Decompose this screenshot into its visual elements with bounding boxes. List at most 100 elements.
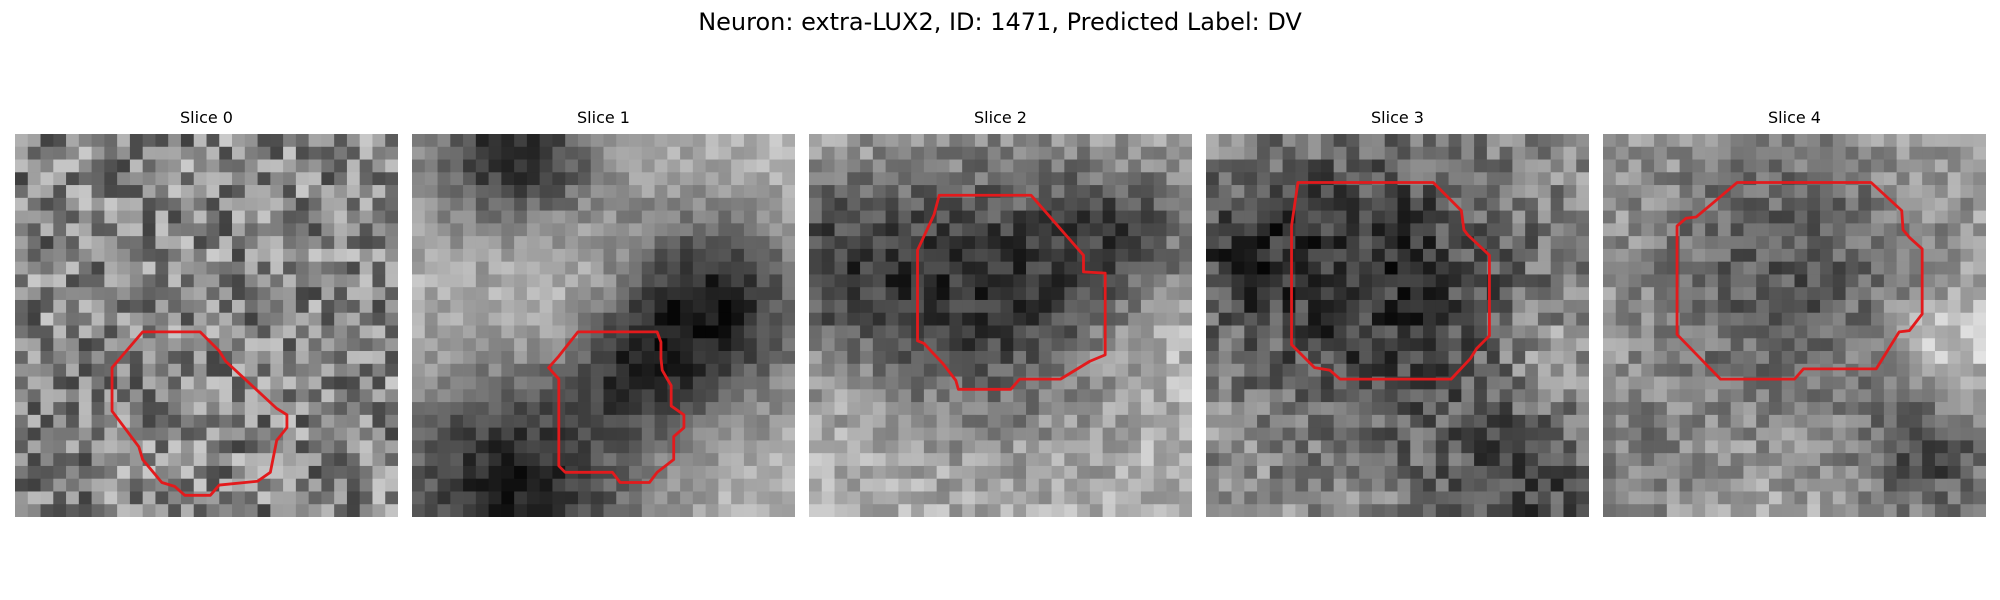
image-pixel — [385, 325, 398, 339]
image-pixel — [308, 427, 322, 441]
image-pixel — [1474, 159, 1488, 173]
image-pixel — [1768, 351, 1783, 365]
image-pixel — [308, 402, 322, 416]
image-pixel — [40, 185, 54, 199]
image-pixel — [270, 414, 284, 429]
image-pixel — [424, 197, 438, 211]
image-pixel — [1628, 376, 1642, 390]
image-pixel — [437, 478, 451, 492]
image-pixel — [1333, 134, 1347, 148]
image-pixel — [987, 223, 1001, 237]
image-pixel — [1218, 325, 1232, 339]
image-pixel — [463, 491, 477, 505]
image-pixel — [1628, 389, 1642, 403]
image-pixel — [1013, 299, 1027, 314]
image-pixel — [142, 478, 156, 492]
image-pixel — [1397, 223, 1411, 237]
image-pixel — [1563, 197, 1577, 211]
image-pixel — [475, 299, 489, 314]
image-pixel — [705, 453, 719, 467]
image-pixel — [346, 197, 361, 211]
image-pixel — [1371, 402, 1386, 416]
image-pixel — [1026, 338, 1040, 352]
image-pixel — [936, 274, 950, 288]
image-pixel — [1282, 478, 1296, 492]
image-pixel — [1115, 185, 1129, 199]
image-pixel — [962, 223, 976, 237]
image-pixel — [1333, 312, 1347, 326]
image-pixel — [616, 414, 630, 429]
image-pixel — [1512, 440, 1526, 454]
image-pixel — [27, 261, 41, 275]
image-pixel — [27, 453, 41, 467]
image-pixel — [1166, 172, 1180, 186]
image-pixel — [488, 261, 502, 275]
image-pixel — [1333, 338, 1347, 352]
image-pixel — [923, 363, 938, 377]
image-pixel — [1320, 325, 1335, 339]
image-pixel — [463, 274, 477, 288]
image-pixel — [117, 376, 131, 390]
image-pixel — [1615, 351, 1629, 365]
image-pixel — [705, 197, 719, 211]
image-pixel — [1883, 414, 1898, 429]
image-pixel — [475, 159, 489, 173]
image-pixel — [1794, 338, 1808, 352]
image-pixel — [1666, 440, 1680, 454]
image-pixel — [450, 146, 464, 160]
image-pixel — [1102, 414, 1116, 429]
image-pixel — [283, 172, 297, 186]
image-pixel — [1743, 274, 1757, 288]
image-pixel — [1628, 338, 1642, 352]
image-pixel — [1537, 134, 1552, 148]
image-pixel — [680, 236, 694, 250]
image-pixel — [514, 440, 528, 454]
image-pixel — [898, 185, 912, 199]
image-pixel — [1768, 363, 1783, 377]
image-pixel — [1654, 465, 1668, 480]
image-pixel — [168, 376, 182, 390]
image-pixel — [1654, 261, 1668, 275]
image-pixel — [1641, 389, 1655, 403]
image-pixel — [1909, 402, 1923, 416]
image-pixel — [257, 210, 271, 224]
image-pixel — [1308, 414, 1322, 429]
image-pixel — [1448, 172, 1462, 186]
image-pixel — [1359, 491, 1373, 505]
image-pixel — [1077, 223, 1091, 237]
image-pixel — [1909, 363, 1923, 377]
image-pixel — [654, 376, 668, 390]
image-pixel — [244, 248, 258, 263]
image-pixel — [1576, 312, 1589, 326]
image-pixel — [577, 223, 592, 237]
image-pixel — [1051, 440, 1065, 454]
image-pixel — [1115, 287, 1129, 301]
image-pixel — [962, 440, 976, 454]
image-pixel — [667, 427, 681, 441]
image-pixel — [1140, 287, 1155, 301]
image-pixel — [1359, 504, 1373, 517]
image-pixel — [1537, 453, 1552, 467]
image-pixel — [53, 453, 67, 467]
image-pixel — [1384, 236, 1398, 250]
image-pixel — [1896, 427, 1910, 441]
image-pixel — [1231, 414, 1245, 429]
image-pixel — [104, 465, 118, 480]
image-pixel — [1435, 325, 1449, 339]
image-pixel — [1654, 453, 1668, 467]
image-pixel — [1435, 312, 1449, 326]
image-pixel — [1013, 504, 1027, 517]
image-pixel — [1474, 453, 1488, 467]
image-pixel — [1346, 338, 1360, 352]
image-pixel — [372, 351, 386, 365]
image-pixel — [1641, 440, 1655, 454]
image-pixel — [1269, 185, 1283, 199]
image-pixel — [206, 389, 220, 403]
image-pixel — [821, 134, 835, 148]
image-pixel — [1128, 274, 1142, 288]
image-pixel — [1871, 134, 1885, 148]
image-pixel — [590, 414, 604, 429]
image-pixel — [1679, 363, 1693, 377]
image-pixel — [1474, 134, 1488, 148]
image-pixel — [1077, 453, 1091, 467]
